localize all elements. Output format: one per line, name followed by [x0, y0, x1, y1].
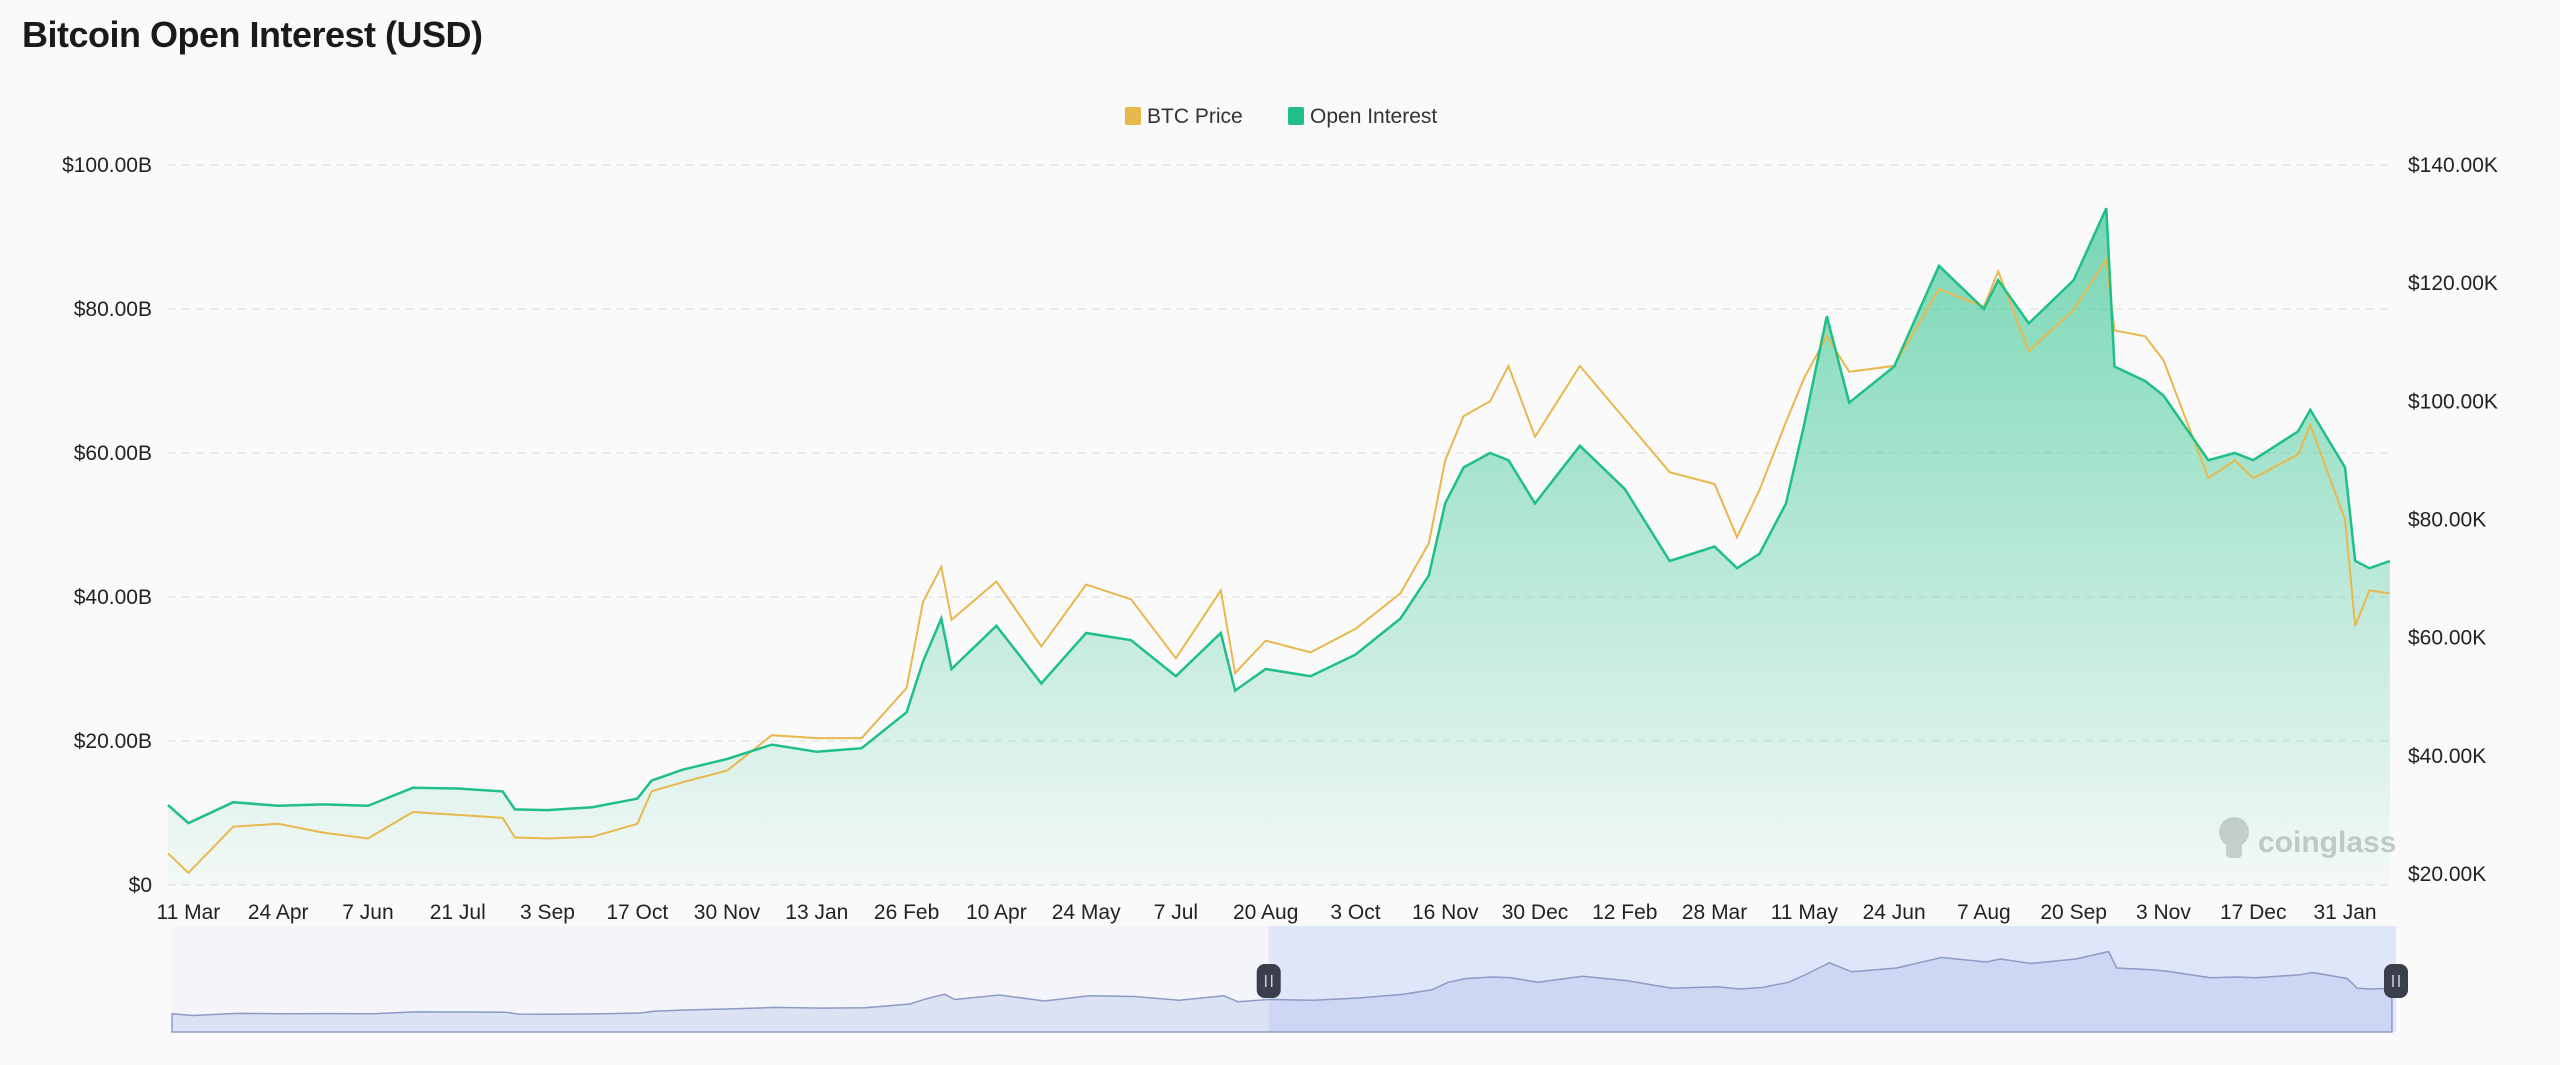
right-axis-tick-label: $100.00K — [2408, 390, 2498, 413]
legend-swatch-open-interest[interactable] — [1288, 107, 1304, 125]
x-axis-tick-label: 30 Nov — [694, 901, 761, 924]
open-interest-area — [168, 208, 2390, 885]
navigator-selected-range[interactable] — [1268, 926, 2396, 1032]
left-axis-tick-label: $20.00B — [74, 730, 152, 753]
x-axis-tick-label: 12 Feb — [1592, 901, 1657, 924]
legend-swatch-btc-price[interactable] — [1125, 107, 1141, 125]
right-axis-tick-label: $80.00K — [2408, 509, 2486, 532]
x-axis-tick-label: 7 Jun — [342, 901, 393, 924]
x-axis-tick-label: 24 Jun — [1863, 901, 1926, 924]
right-axis-tick-label: $40.00K — [2408, 745, 2486, 768]
legend[interactable]: BTC Price Open Interest — [1125, 105, 1437, 128]
right-axis-tick-label: $60.00K — [2408, 627, 2486, 650]
left-axis: $0 $20.00B $40.00B $60.00B $80.00B $100.00B — [62, 154, 152, 897]
x-axis-tick-label: 3 Oct — [1330, 901, 1380, 924]
x-axis-tick-label: 11 Mar — [156, 901, 220, 924]
right-axis-tick-label: $140.00K — [2408, 154, 2498, 177]
x-axis-tick-label: 7 Aug — [1957, 901, 2011, 924]
right-axis-tick-label: $20.00K — [2408, 863, 2486, 886]
navigator-handle-right[interactable] — [2384, 964, 2408, 998]
series-group — [167, 207, 2391, 885]
x-axis-tick-label: 13 Jan — [785, 901, 848, 924]
x-axis-tick-label: 3 Nov — [2136, 901, 2191, 924]
x-axis-tick-label: 21 Jul — [430, 901, 486, 924]
x-axis-tick-label: 20 Sep — [2040, 901, 2107, 924]
navigator-series — [171, 950, 2393, 1033]
x-axis-tick-label: 17 Oct — [606, 901, 668, 924]
x-axis-tick-label: 20 Aug — [1233, 901, 1298, 924]
left-axis-tick-label: $100.00B — [62, 154, 152, 177]
x-axis: 11 Mar 24 Apr 7 Jun 21 Jul 3 Sep 17 Oct 30 Nov… — [156, 901, 2376, 924]
page-title: Bitcoin Open Interest (USD) — [22, 14, 483, 55]
x-axis-tick-label: 11 May — [1771, 901, 1839, 924]
right-axis: $20.00K $40.00K $60.00K $80.00K $100.00K $120… — [2408, 154, 2498, 886]
left-axis-tick-label: $80.00B — [74, 298, 152, 321]
handle-grip-icon[interactable] — [2384, 964, 2408, 998]
x-axis-tick-label: 3 Sep — [520, 901, 575, 924]
left-axis-tick-label: $60.00B — [74, 442, 152, 465]
x-axis-tick-label: 28 Mar — [1682, 901, 1747, 924]
navigator[interactable] — [171, 926, 2408, 1033]
right-axis-tick-label: $120.00K — [2408, 272, 2498, 295]
navigator-handle-left[interactable] — [1256, 964, 1281, 998]
x-axis-tick-label: 7 Jul — [1154, 901, 1198, 924]
x-axis-tick-label: 30 Dec — [1502, 901, 1569, 924]
legend-label-open-interest[interactable]: Open Interest — [1310, 105, 1437, 128]
x-axis-tick-label: 16 Nov — [1412, 901, 1479, 924]
handle-grip-icon[interactable] — [1256, 964, 1281, 998]
x-axis-tick-label: 24 Apr — [248, 901, 309, 924]
x-axis-tick-label: 31 Jan — [2314, 901, 2377, 924]
x-axis-tick-label: 24 May — [1052, 901, 1121, 924]
x-axis-tick-label: 17 Dec — [2220, 901, 2287, 924]
left-axis-tick-label: $40.00B — [74, 586, 152, 609]
legend-label-btc-price[interactable]: BTC Price — [1147, 105, 1243, 128]
x-axis-tick-label: 10 Apr — [966, 901, 1027, 924]
x-axis-tick-label: 26 Feb — [874, 901, 939, 924]
left-axis-tick-label: $0 — [129, 874, 152, 897]
